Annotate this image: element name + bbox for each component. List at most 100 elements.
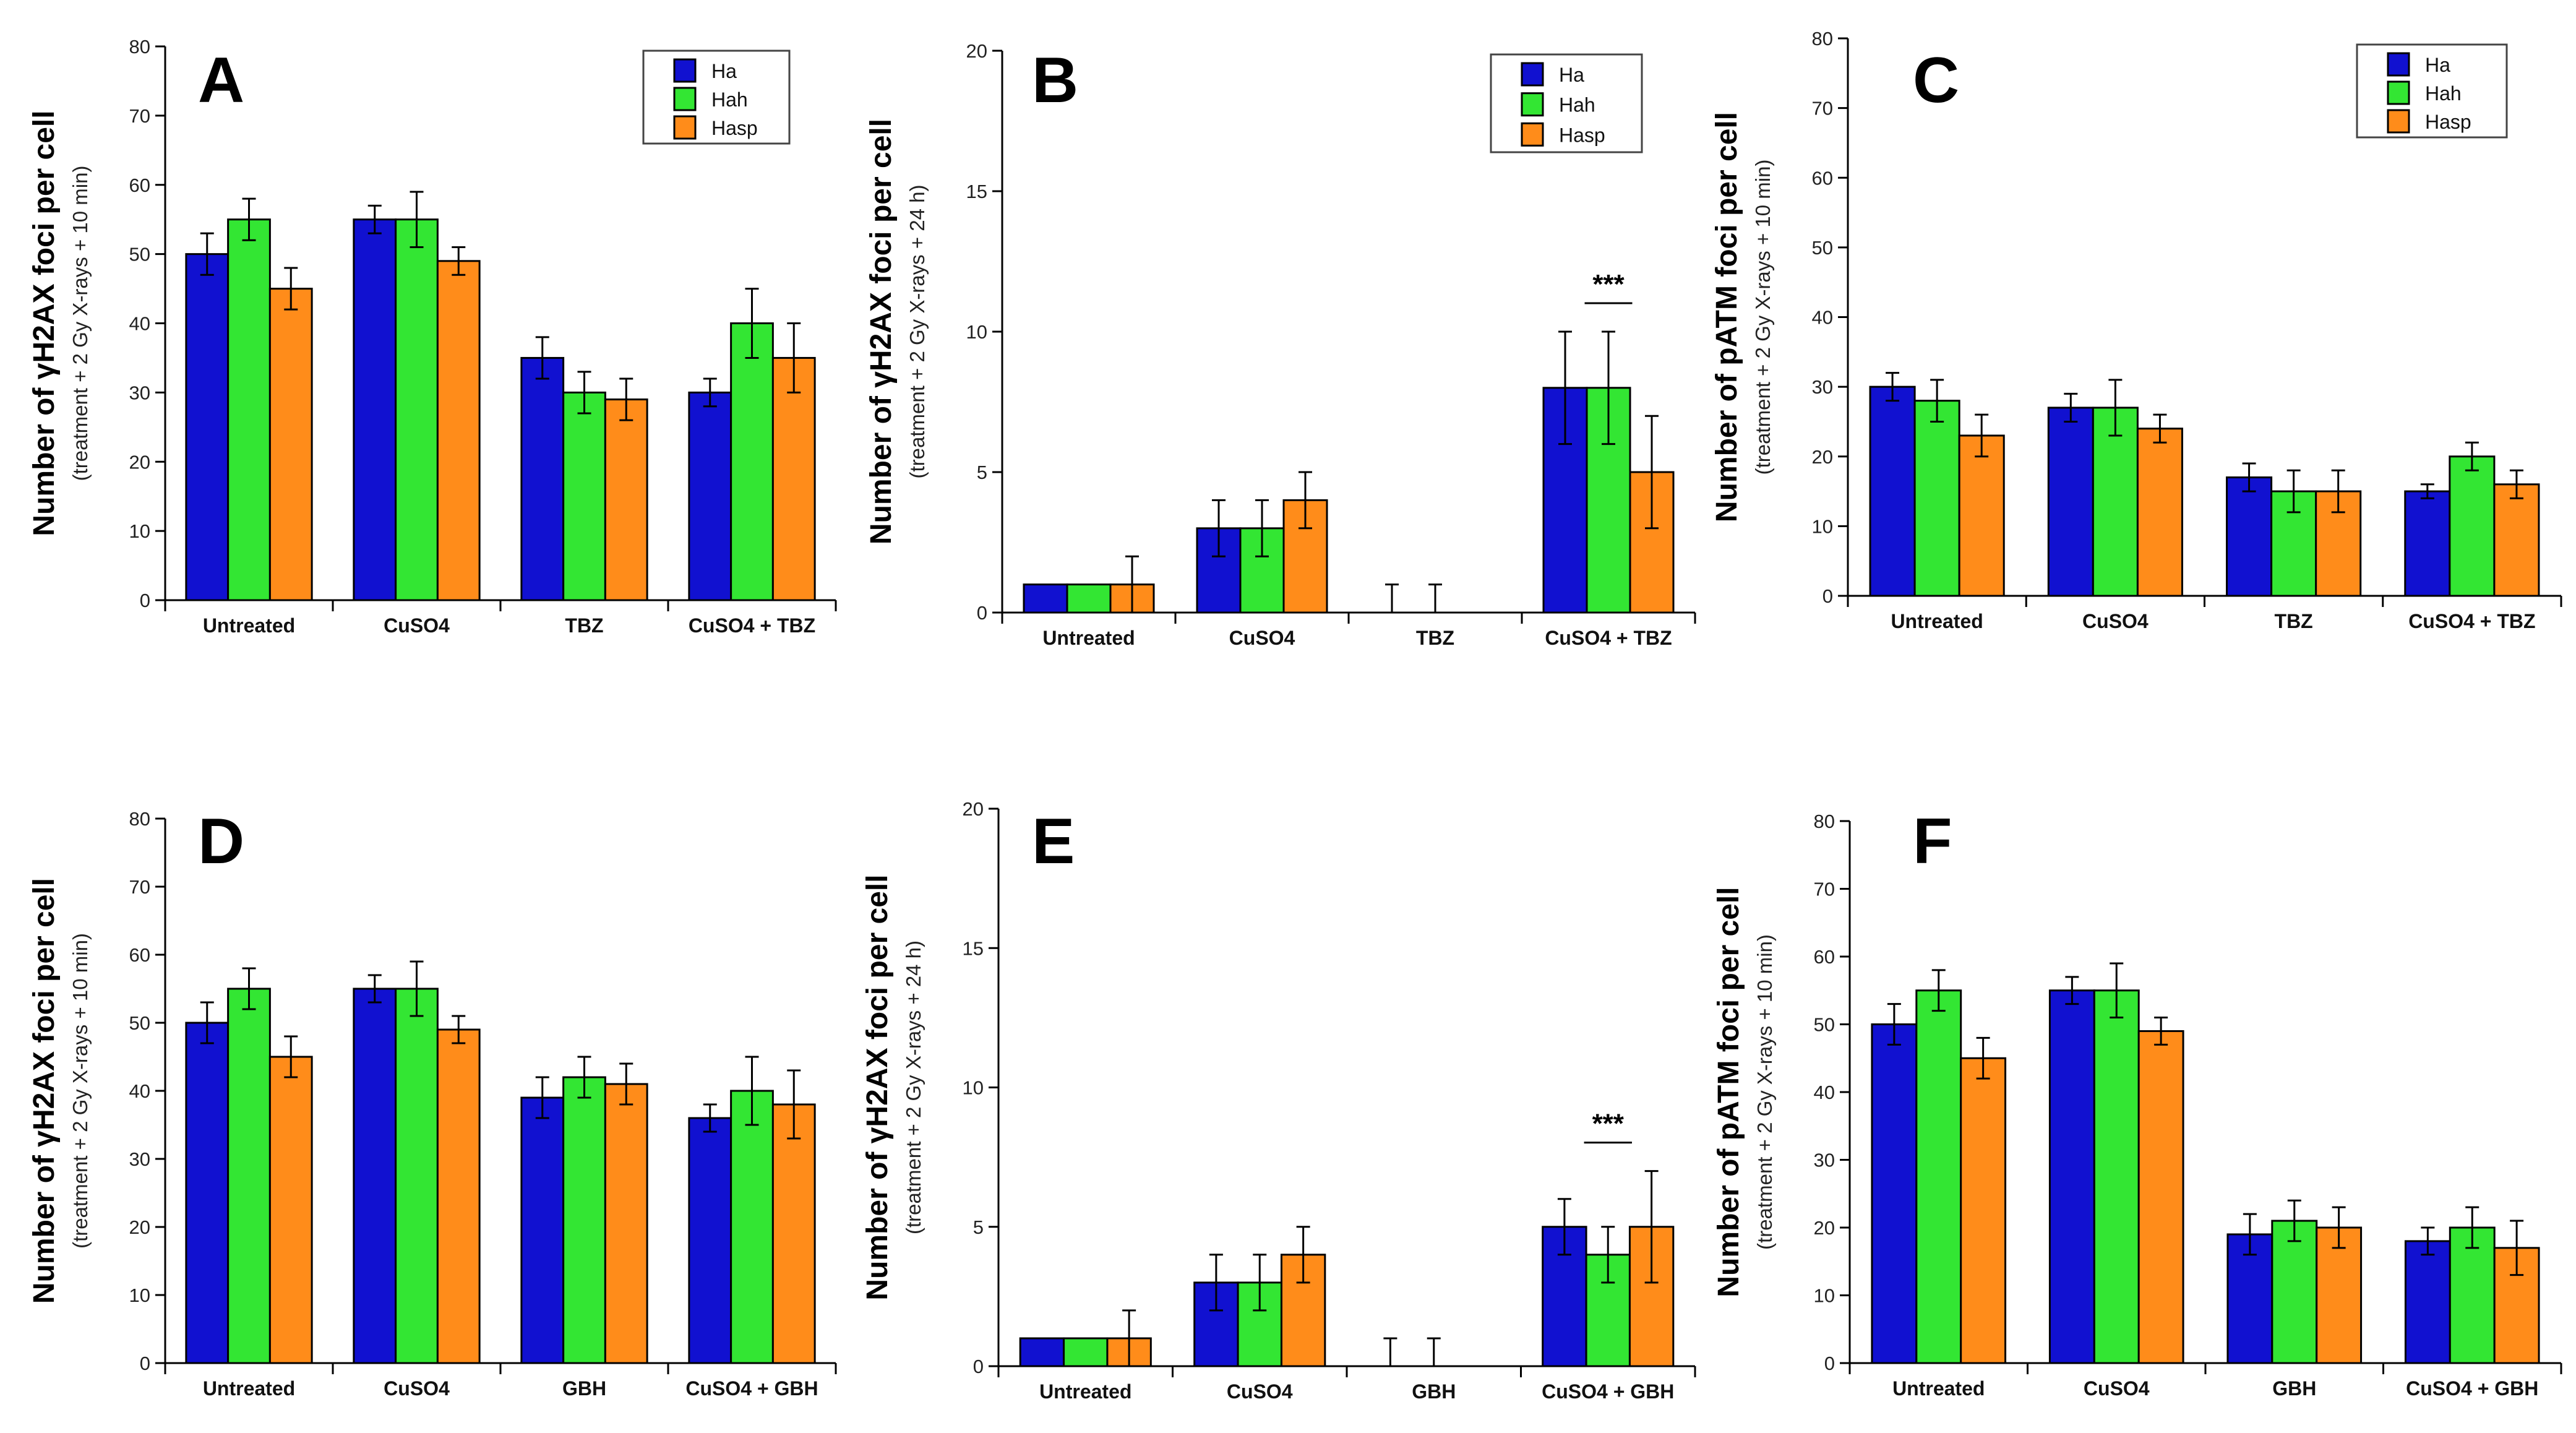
bar-Hah [562,1076,606,1364]
bar-Hah [730,322,774,601]
y-tick-label: 30 [1812,376,1833,398]
legend-box [2356,43,2508,139]
x-tick-label: CuSO4 [2082,610,2149,632]
legend-swatch-Hasp [2387,109,2410,134]
panel-F: 0 10 20 30 40 50 60 70 80 Untreated CuSO4 GBH CuSO4 … [1712,806,2562,1400]
y-tick-label: 0 [973,1356,984,1377]
y-tick-label: 20 [1812,446,1833,468]
y-tick-label: 60 [1812,167,1833,189]
panel-B: 0 5 10 15 20 Untreated CuSO4 TBZ CuSO4 + TBZ *** B… [865,40,1696,649]
bar-Ha [353,988,397,1364]
bar-Ha [1869,385,1916,597]
legend: Ha Hah Hasp [2356,43,2508,139]
y-axis-title: Number of γH2AX foci per cell [28,878,61,1304]
x-tick-label: GBH [2272,1377,2316,1400]
y-axis-title: Number of γH2AX foci per cell [861,874,894,1300]
y-tick-label: 80 [129,808,150,830]
y-axis-title: Number of γH2AX foci per cell [865,119,898,544]
panel-letter: F [1913,806,1952,877]
legend-label-Hasp: Hasp [711,117,758,139]
y-tick-label: 5 [977,462,987,483]
legend-swatch-Ha [2387,52,2410,77]
bar-Ha [520,356,565,601]
y-tick-label: 60 [129,174,150,196]
significance-label: *** [1592,269,1625,299]
y-tick-label: 20 [129,451,150,473]
x-tick-label: TBZ [1416,627,1454,649]
bar-Hah [730,1090,774,1364]
y-tick-label: 40 [129,1080,150,1102]
x-tick-label: TBZ [565,614,603,637]
y-axis-subtitle: (treatment + 2 Gy X-rays + 10 min) [69,166,92,481]
x-tick-label: CuSO4 + TBZ [2408,610,2535,632]
y-tick-label: 50 [1814,1014,1835,1036]
x-tick-label: Untreated [203,614,295,637]
y-tick-label: 30 [1814,1150,1835,1171]
y-tick-label: 40 [1814,1082,1835,1103]
bar-Ha [2404,1240,2451,1364]
bar-Hah [562,391,606,601]
y-axis-title: Number of pATM foci per cell [1711,112,1743,522]
legend-swatch-Hah [1521,92,1544,117]
y-tick-label: 10 [129,1285,150,1306]
legend-swatch-Hah [673,87,697,111]
x-tick-label: GBH [1412,1380,1456,1403]
legend-label-Hasp: Hasp [2425,111,2471,133]
bar-Hasp [604,1083,648,1364]
significance-label: *** [1592,1109,1625,1139]
bar-Hasp [2136,428,2183,597]
bar-Hah [1913,400,1960,597]
bar-Ha [1871,1023,1918,1364]
bar-Hah [2271,1220,2318,1364]
y-axis-subtitle: (treatment + 2 Gy X-rays + 24 h) [906,184,929,478]
x-tick-label: Untreated [1892,1377,1985,1400]
legend-swatch-Hasp [673,115,697,140]
x-tick-label: Untreated [203,1377,295,1400]
bar-Hah [227,988,271,1364]
bar-Hasp [1960,1057,2007,1364]
y-tick-label: 30 [129,1148,150,1170]
bar-Hah [395,988,439,1364]
bar-Ha [688,1117,732,1364]
bar-Hasp [268,288,313,601]
bar-Ha [2047,407,2094,597]
x-tick-label: CuSO4 [2084,1377,2150,1400]
bar-Ha [353,218,397,601]
y-axis-subtitle: (treatment + 2 Gy X-rays + 10 min) [1751,160,1774,475]
y-axis-subtitle: (treatment + 2 Gy X-rays + 10 min) [1753,934,1776,1250]
bar-Ha [2226,476,2273,597]
bar-Hasp [1958,434,2005,597]
y-tick-label: 60 [1814,946,1835,968]
panel-A: 0 10 20 30 40 50 60 70 80 Untreated CuSO4 TBZ CuSO4 … [28,36,837,637]
legend-label-Ha: Ha [711,60,737,82]
bar-Hasp [2137,1030,2184,1364]
bar-Hasp [268,1056,313,1364]
y-tick-label: 20 [129,1216,150,1238]
y-tick-label: 15 [963,937,984,959]
bar-Ha [520,1096,565,1364]
y-tick-label: 10 [966,321,987,343]
bar-Hah [227,218,271,601]
legend: Ha Hah Hasp [1490,53,1643,153]
panel-D: 0 10 20 30 40 50 60 70 80 Untreated CuSO4 GBH CuSO4 … [28,806,837,1400]
legend: Ha Hah Hasp [642,49,791,145]
y-tick-label: 20 [1814,1217,1835,1239]
x-tick-label: CuSO4 + GBH [2406,1377,2538,1400]
panel-letter: D [198,806,244,877]
bar-Ha [1023,583,1068,614]
panel-letter: B [1032,45,1078,116]
x-tick-label: CuSO4 [1227,1380,1293,1403]
y-tick-label: 70 [1812,98,1833,119]
bar-Hasp [436,260,481,601]
y-tick-label: 0 [1823,585,1833,607]
legend-label-Ha: Ha [1559,64,1584,86]
y-tick-label: 80 [129,36,150,58]
x-tick-label: Untreated [1042,627,1135,649]
y-tick-label: 0 [140,1353,150,1374]
legend-label-Hah: Hah [2425,82,2462,105]
x-tick-label: CuSO4 [1229,627,1295,649]
y-tick-label: 20 [963,798,984,820]
bar-Hah [395,218,439,601]
bar-Ha [2404,490,2451,597]
